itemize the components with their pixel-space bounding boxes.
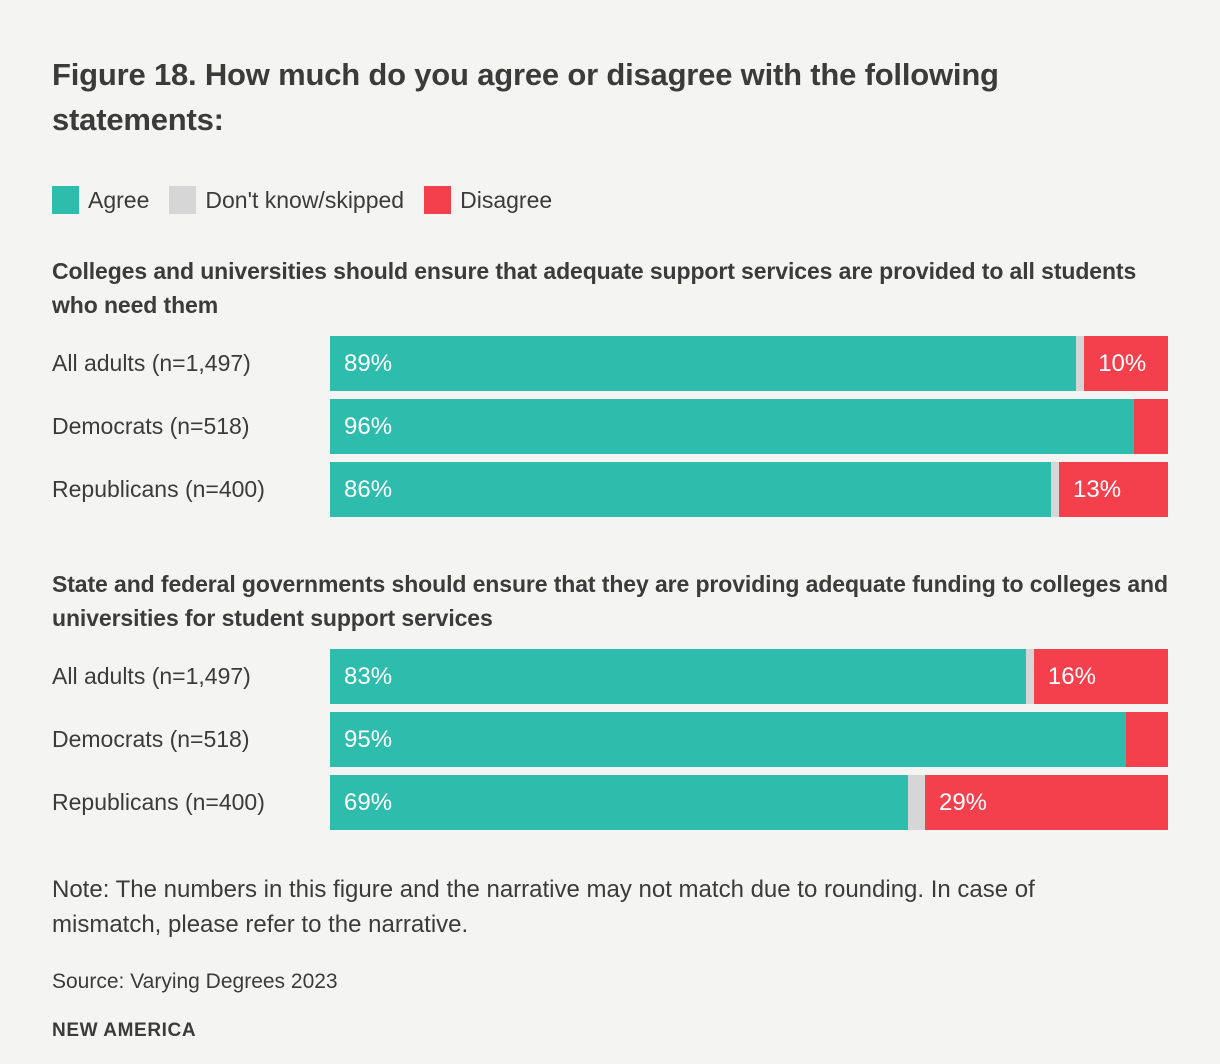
row-label: All adults (n=1,497) [52, 663, 251, 689]
bar-segment-don-t-know-skipped [908, 775, 925, 830]
segment-value-label: 13% [1073, 475, 1122, 503]
agree-swatch-icon [52, 186, 79, 214]
legend-item-dont-know: Don't know/skipped [169, 186, 404, 214]
chart-section-title: Colleges and universities should ensure … [52, 258, 1137, 318]
bar-segment-disagree [1126, 712, 1168, 767]
segment-value-label: 16% [1047, 662, 1096, 690]
chart-row: Democrats (n=518) 96% [52, 399, 1168, 454]
chart-row: Republicans (n=400) 86% 13% [52, 462, 1168, 517]
row-label: All adults (n=1,497) [52, 350, 251, 376]
figure-note: Note: The numbers in this figure and the… [52, 876, 1035, 938]
chart-row: All adults (n=1,497) 83% 16% [52, 649, 1168, 704]
bar-track: 83% 16% [330, 649, 1168, 704]
new-america-logo: NEW AMERICA [52, 1020, 197, 1041]
chart-row: Republicans (n=400) 69% 29% [52, 775, 1168, 830]
bar-segment-disagree: 13% [1059, 462, 1168, 517]
bar-segment-disagree: 29% [924, 775, 1168, 830]
legend-label: Disagree [460, 186, 553, 213]
row-label: Republicans (n=400) [52, 789, 265, 815]
bar-segment-disagree: 10% [1084, 336, 1168, 391]
bar-track: 96% [330, 399, 1168, 454]
bar-segment-agree: 95% [330, 712, 1127, 767]
bar-segment-agree: 83% [330, 649, 1026, 704]
bar-track: 86% 13% [330, 462, 1168, 517]
disagree-swatch-icon [424, 186, 452, 214]
bar-track: 95% [330, 712, 1168, 767]
segment-value-label: 10% [1098, 349, 1147, 377]
segment-value-label: 95% [344, 725, 393, 753]
legend-item-agree: Agree [52, 186, 149, 214]
legend-item-disagree: Disagree [424, 186, 552, 214]
bar-track: 89% 10% [330, 336, 1168, 391]
chart-row: Democrats (n=518) 95% [52, 712, 1168, 767]
row-label: Republicans (n=400) [52, 476, 265, 502]
legend-label: Agree [88, 186, 150, 213]
segment-value-label: 89% [344, 349, 393, 377]
segment-value-label: 86% [344, 475, 393, 503]
bar-segment-don-t-know-skipped [1050, 462, 1060, 517]
dont-know-swatch-icon [169, 186, 197, 214]
bar-chart: All adults (n=1,497) 83% 16% Democrats (n=5… [52, 649, 1168, 830]
chart-row: All adults (n=1,497) 89% 10% [52, 336, 1168, 391]
figure-title: Figure 18. How much do you agree or disa… [52, 57, 999, 137]
segment-value-label: 83% [344, 662, 393, 690]
chart-section-colleges: Colleges and universities should ensure … [52, 254, 1168, 517]
row-label: Democrats (n=518) [52, 413, 250, 439]
segment-value-label: 29% [938, 788, 988, 816]
legend: Agree Don't know/skipped Disagree [52, 186, 1168, 214]
bar-segment-agree: 96% [330, 399, 1135, 454]
figure-source: Source: Varying Degrees 2023 [52, 970, 338, 993]
bar-segment-agree: 69% [330, 775, 909, 830]
bar-segment-agree: 86% [330, 462, 1051, 517]
row-label: Democrats (n=518) [52, 726, 250, 752]
segment-value-label: 96% [344, 412, 393, 440]
segment-value-label: 69% [344, 788, 393, 816]
chart-section-title: State and federal governments should ens… [52, 571, 1168, 631]
legend-label: Don't know/skipped [205, 186, 405, 213]
bar-track: 69% 29% [330, 775, 1168, 830]
bar-segment-agree: 89% [330, 336, 1076, 391]
bar-segment-don-t-know-skipped [1075, 336, 1085, 391]
bar-segment-disagree: 16% [1033, 649, 1168, 704]
bar-segment-don-t-know-skipped [1025, 649, 1034, 704]
chart-section-governments: State and federal governments should ens… [52, 567, 1168, 830]
bar-chart: All adults (n=1,497) 89% 10% Democrats (n=5… [52, 336, 1168, 517]
bar-segment-disagree [1134, 399, 1168, 454]
